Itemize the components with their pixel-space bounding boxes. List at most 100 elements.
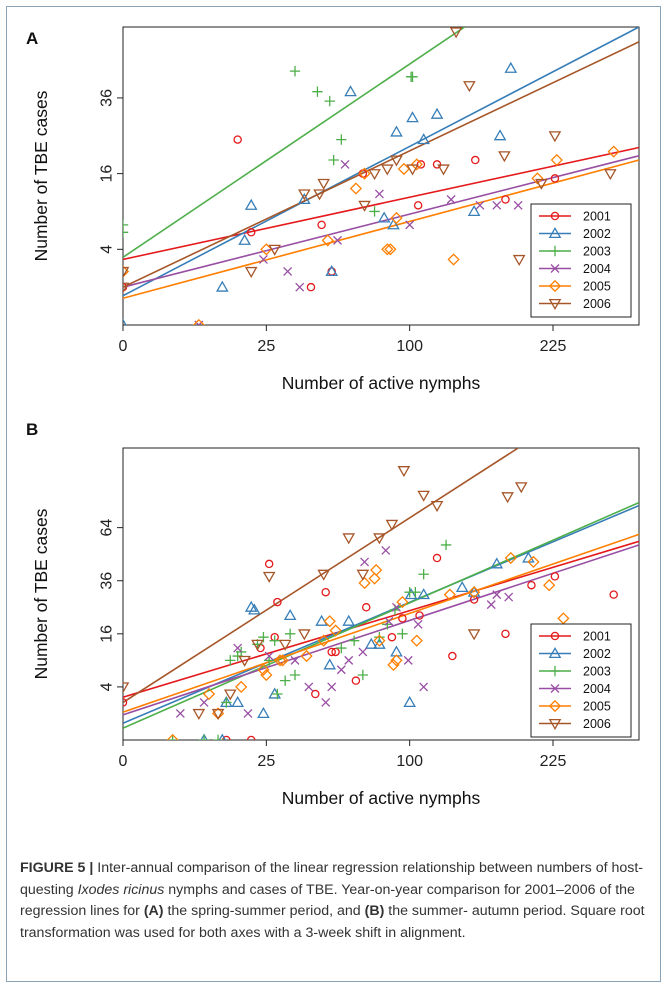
point-2006 [437,164,450,176]
legend-label-2002: 2002 [583,227,611,241]
point-2006 [380,164,394,176]
point-2005 [317,634,330,647]
point-2002 [257,706,270,719]
legend: 2001 2002 2003 2004 2005 2006 [530,623,632,738]
point-2001 [317,220,326,230]
legend-marker-2004 [550,684,560,693]
point-2005 [504,551,517,565]
point-2006 [417,490,430,502]
point-2002 [123,318,127,325]
point-2005 [202,687,216,701]
regression-line-2005 [123,533,639,713]
point-2001 [246,735,256,740]
point-2003 [410,587,421,598]
point-2006 [385,519,399,531]
point-2003 [289,669,301,681]
point-2006 [512,254,526,266]
point-2002 [467,585,481,597]
point-2003 [279,675,291,686]
point-2005 [300,649,313,663]
point-2005 [467,586,481,599]
point-2006 [317,569,330,581]
point-2001 [246,228,256,237]
point-2002 [490,557,504,569]
point-2001 [233,135,242,144]
point-2002 [417,133,430,145]
point-2003 [407,71,418,83]
point-2004 [413,619,423,629]
point-2006 [356,569,370,581]
legend-marker-2003 [549,665,561,677]
point-2003 [440,539,452,551]
point-2003 [123,219,129,231]
point-2002 [467,204,481,217]
y-tick-label: 16 [99,165,116,183]
point-2002 [430,107,444,119]
point-2004 [405,220,415,230]
point-2006 [498,151,511,163]
point-2002 [323,658,337,670]
point-2006 [297,629,311,641]
x-tick-label: 100 [396,338,423,355]
point-2003 [336,134,347,145]
caption-text-4: the summer- autumn period. Square root t… [20,903,645,941]
point-2005 [387,658,400,672]
x-tick-label: 25 [257,338,275,355]
figure-frame [6,6,661,982]
point-2005 [323,615,336,628]
point-2003 [198,734,210,740]
plot-area [123,448,639,740]
point-2003 [272,688,283,700]
caption-species: Ixodes ricinus [77,881,165,898]
chart-panel-a: A 0 25 100 225 4 16 36 Number of active nymphs Nu… [26,26,640,393]
regression-line-2001 [123,146,639,261]
point-2003 [269,635,280,646]
point-2001 [432,553,442,563]
panel-label: A [26,29,38,48]
point-2004 [403,655,413,665]
point-2006 [368,169,381,181]
point-2005 [321,234,334,247]
point-2005 [260,243,273,256]
legend-marker-2005 [548,699,562,713]
point-2001 [264,559,274,569]
point-2006 [211,708,225,720]
legend-box [530,623,632,738]
point-2006 [342,533,356,545]
x-tick-label: 0 [119,338,128,355]
y-tick-label: 16 [99,625,116,643]
point-2001 [471,155,480,165]
point-2001 [123,698,128,707]
legend-marker-2006 [548,298,562,311]
point-2006 [449,27,463,39]
point-2004 [304,682,314,692]
caption-ref-b: (B) [364,903,385,919]
point-2003 [123,227,129,238]
regression-line-2003 [123,27,466,258]
point-2001 [398,614,407,623]
legend-label-2003: 2003 [583,245,611,259]
point-2006 [317,178,330,190]
point-2004 [336,665,346,675]
point-2004 [504,592,514,602]
point-2001 [311,689,320,699]
point-2006 [604,169,617,181]
point-2005 [557,612,570,625]
point-2005 [192,318,205,325]
point-2002 [215,280,229,292]
point-2006 [397,466,411,478]
y-tick-label: 4 [99,682,116,691]
point-2003 [382,619,393,630]
point-2002 [342,614,356,626]
point-2005 [373,634,386,647]
point-2006 [123,682,130,694]
caption-ref-a: (A) [143,903,164,919]
point-2004 [381,545,391,555]
point-2002 [325,264,339,277]
x-tick-label: 0 [119,753,128,770]
point-2005 [397,162,410,176]
point-2002 [297,192,311,205]
point-2005 [550,153,563,167]
point-2006 [406,164,419,176]
point-2002 [364,637,378,649]
